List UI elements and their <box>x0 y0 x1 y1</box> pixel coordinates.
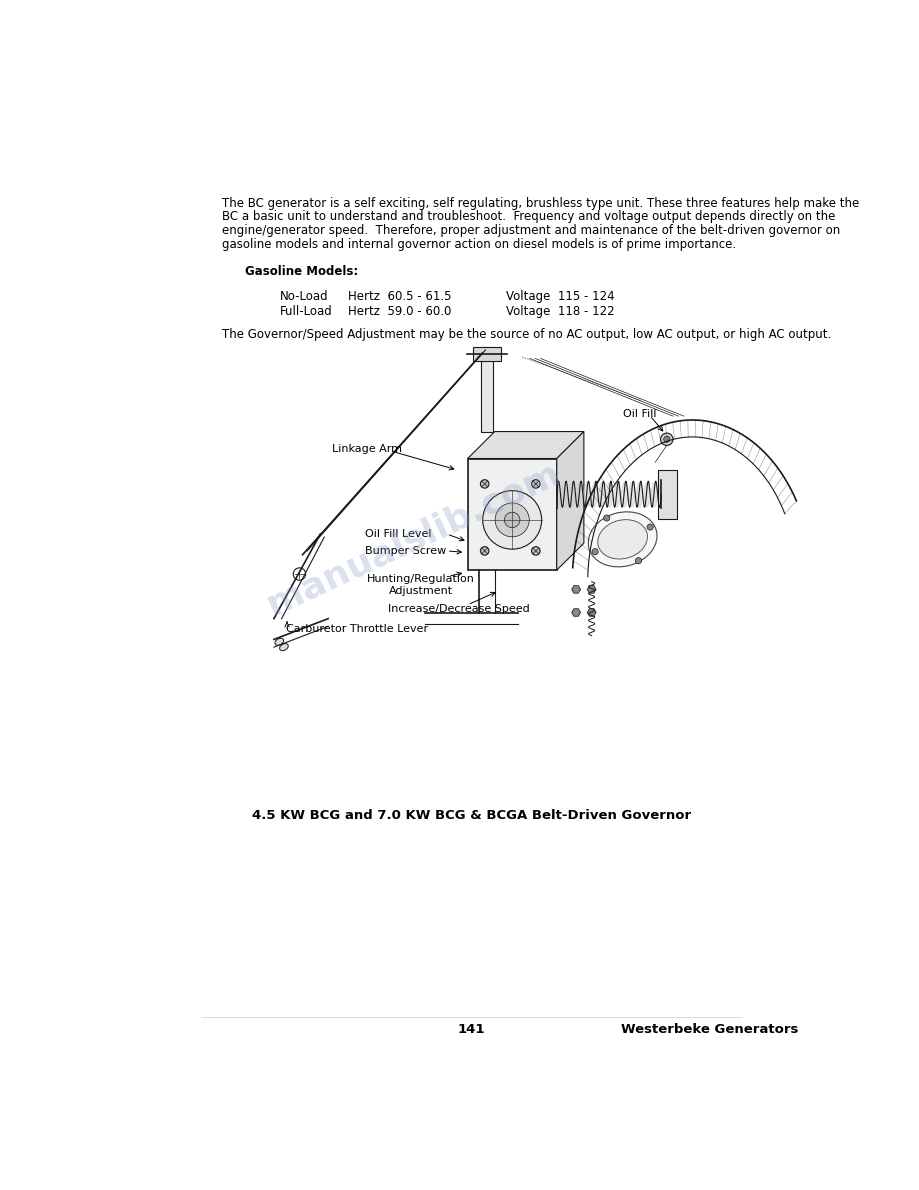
Text: Linkage Arm: Linkage Arm <box>332 444 402 455</box>
Circle shape <box>603 515 609 521</box>
Polygon shape <box>572 585 580 593</box>
Circle shape <box>293 568 305 581</box>
Text: Increase/Decrease Speed: Increase/Decrease Speed <box>388 603 529 614</box>
Circle shape <box>482 490 541 549</box>
Text: Hertz  60.5 - 61.5: Hertz 60.5 - 61.5 <box>347 290 450 303</box>
Bar <box>657 470 676 519</box>
Text: Hertz  59.0 - 60.0: Hertz 59.0 - 60.0 <box>347 306 450 318</box>
Bar <box>473 346 500 361</box>
Bar <box>467 458 556 570</box>
Text: The Governor/Speed Adjustment may be the source of no AC output, low AC output, : The Governor/Speed Adjustment may be the… <box>221 328 830 342</box>
Ellipse shape <box>279 644 288 651</box>
Text: Oil Fill Level: Oil Fill Level <box>364 530 431 539</box>
Text: manualslib.com: manualslib.com <box>261 457 565 622</box>
Circle shape <box>480 480 488 488</box>
Text: 141: 141 <box>458 1023 484 1036</box>
Ellipse shape <box>597 520 647 559</box>
Polygon shape <box>467 432 584 458</box>
Text: Voltage  118 - 122: Voltage 118 - 122 <box>505 306 614 318</box>
Text: Oil Fill: Oil Fill <box>622 409 655 419</box>
Ellipse shape <box>587 512 656 566</box>
Text: Hunting/Regulation
Adjustment: Hunting/Regulation Adjustment <box>367 574 474 596</box>
Circle shape <box>504 512 519 527</box>
Text: BC a basic unit to understand and troubleshoot.  Frequency and voltage output de: BC a basic unit to understand and troubl… <box>221 211 834 224</box>
Text: No-Load: No-Load <box>279 290 328 303</box>
Polygon shape <box>572 609 580 616</box>
Ellipse shape <box>275 638 283 645</box>
Text: Westerbeke Generators: Westerbeke Generators <box>620 1023 798 1036</box>
Circle shape <box>591 549 597 555</box>
Circle shape <box>646 524 652 530</box>
Circle shape <box>660 433 673 445</box>
Text: engine/generator speed.  Therefore, proper adjustment and maintenance of the bel: engine/generator speed. Therefore, prope… <box>221 224 839 237</box>
Bar <box>481 346 493 432</box>
Text: Carburetor Throttle Lever: Carburetor Throttle Lever <box>285 625 427 634</box>
Polygon shape <box>586 609 596 616</box>
Circle shape <box>480 546 488 555</box>
Text: Voltage  115 - 124: Voltage 115 - 124 <box>505 290 614 303</box>
Polygon shape <box>586 585 596 593</box>
Polygon shape <box>556 432 584 570</box>
Circle shape <box>531 480 539 488</box>
Circle shape <box>635 558 641 564</box>
Circle shape <box>663 437 669 443</box>
Text: 4.5 KW BCG and 7.0 KW BCG & BCGA Belt-Driven Governor: 4.5 KW BCG and 7.0 KW BCG & BCGA Belt-Dr… <box>252 809 690 822</box>
Circle shape <box>494 503 528 537</box>
Text: Gasoline Models:: Gasoline Models: <box>245 265 358 278</box>
Text: Bumper Screw: Bumper Screw <box>364 546 446 556</box>
Text: Full-Load: Full-Load <box>279 306 333 318</box>
Circle shape <box>531 546 539 555</box>
Text: The BC generator is a self exciting, self regulating, brushless type unit. These: The BC generator is a self exciting, sel… <box>221 196 858 209</box>
Text: gasoline models and internal governor action on diesel models is of prime import: gasoline models and internal governor ac… <box>221 238 735 251</box>
